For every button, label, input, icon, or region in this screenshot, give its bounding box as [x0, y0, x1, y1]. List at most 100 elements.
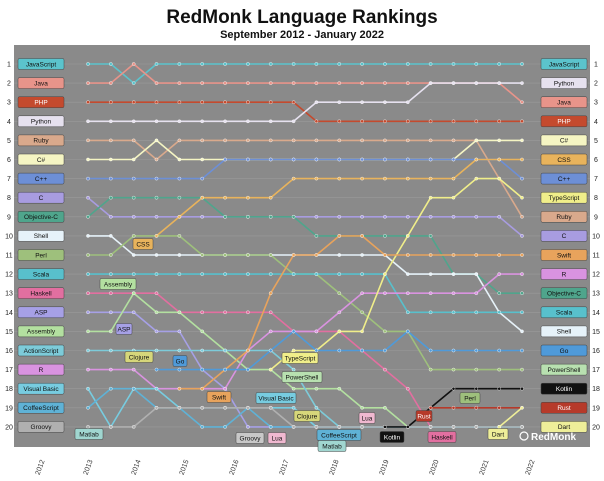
data-point [223, 386, 227, 391]
data-point [131, 195, 136, 200]
data-point [520, 405, 524, 410]
data-point [200, 253, 204, 257]
data-point [337, 138, 342, 143]
left-label-c: C [17, 191, 65, 204]
series-line-dart [498, 407, 523, 428]
data-point [497, 310, 502, 315]
svg-text:Clojure: Clojure [297, 413, 318, 420]
data-point [405, 62, 410, 66]
data-point [154, 253, 159, 257]
data-point [223, 253, 227, 257]
rank-number-right: 12 [592, 272, 600, 279]
data-point [200, 62, 204, 66]
right-label-kotlin: Kotlin [540, 382, 588, 395]
callout-kotlin: Kotlin [379, 431, 405, 443]
data-point [497, 214, 502, 219]
data-point [86, 176, 90, 181]
data-point [177, 253, 182, 257]
data-point [200, 329, 204, 334]
data-point [223, 100, 227, 104]
data-point [291, 386, 296, 391]
data-point [154, 214, 159, 219]
data-point [291, 405, 296, 410]
rank-number-right: 11 [592, 253, 599, 260]
data-point [291, 62, 296, 66]
data-point [383, 234, 387, 238]
data-point [337, 62, 342, 66]
svg-text:Assembly: Assembly [104, 281, 133, 288]
data-point [428, 234, 433, 238]
data-point [86, 100, 90, 104]
data-point [154, 62, 159, 66]
data-point [246, 195, 250, 200]
data-point [223, 195, 227, 200]
data-point [291, 329, 296, 334]
data-point [497, 425, 502, 429]
svg-text:Swift: Swift [212, 394, 226, 401]
data-point [474, 291, 479, 296]
data-point [177, 348, 182, 353]
rank-number-right: 14 [592, 310, 600, 317]
rank-number-left: 17 [5, 367, 13, 374]
year-label: 2017 [279, 459, 291, 476]
rank-number-left: 7 [7, 176, 11, 183]
callout-dart: Dart [487, 428, 509, 440]
data-point [405, 234, 410, 238]
data-point [86, 386, 90, 391]
data-point [451, 405, 456, 410]
data-point [360, 138, 364, 143]
series-line-groovy [88, 407, 522, 428]
data-point [246, 272, 250, 276]
svg-text:Python: Python [554, 80, 575, 87]
data-point [268, 100, 273, 104]
svg-text:Objective-C: Objective-C [24, 214, 58, 221]
data-point [405, 291, 410, 296]
chart-subtitle: September 2012 - January 2022 [220, 29, 384, 41]
data-point [337, 310, 342, 315]
data-point [474, 367, 479, 372]
data-point [451, 348, 456, 353]
data-point [497, 348, 502, 353]
svg-text:Objective-C: Objective-C [547, 291, 581, 298]
data-point [520, 100, 524, 104]
left-label-actionscript: ActionScript [17, 344, 65, 357]
svg-text:Matlab: Matlab [322, 443, 342, 450]
year-label: 2014 [131, 459, 143, 476]
data-point [314, 119, 319, 124]
data-point [268, 119, 273, 124]
data-point [86, 157, 90, 162]
data-point [223, 119, 227, 124]
svg-text:Rust: Rust [557, 405, 571, 412]
rank-number-left: 5 [7, 138, 11, 145]
right-label-go: Go [540, 344, 588, 357]
svg-text:Assembly: Assembly [27, 329, 56, 336]
data-point [291, 367, 296, 372]
data-point [428, 176, 433, 181]
data-point [360, 214, 364, 219]
data-point [131, 425, 136, 429]
data-point [314, 253, 319, 257]
data-point [451, 386, 456, 391]
data-point [428, 81, 433, 85]
svg-text:Java: Java [34, 80, 48, 87]
left-label-groovy: Groovy [17, 421, 65, 433]
right-label-java: Java [540, 96, 588, 108]
data-point [154, 234, 159, 238]
data-point [497, 119, 502, 124]
data-point [474, 348, 479, 353]
data-point [177, 195, 182, 200]
left-label-objective-c: Objective-C [17, 211, 65, 223]
data-point [131, 62, 136, 66]
data-point [337, 157, 342, 162]
data-point [360, 405, 364, 410]
rank-number-right: 9 [594, 214, 598, 221]
data-point [360, 348, 364, 353]
rank-number-left: 2 [7, 81, 11, 88]
data-point [451, 310, 456, 315]
year-label: 2018 [329, 459, 341, 476]
data-point [200, 81, 204, 85]
data-point [154, 405, 159, 410]
data-point [451, 195, 456, 200]
